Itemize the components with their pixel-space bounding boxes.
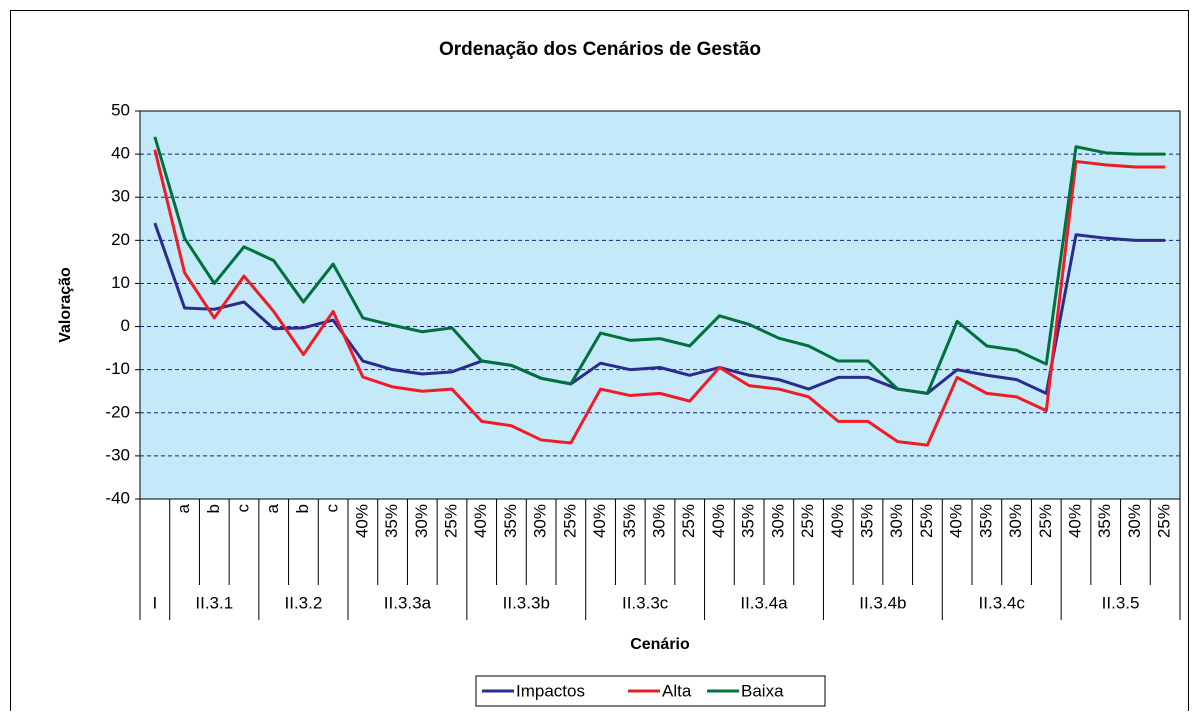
legend-label: Baixa [741,681,784,700]
group-label: II.3.4c [979,593,1026,612]
x-tick-label: 30% [412,504,431,538]
chart-title: Ordenação dos Cenários de Gestão [439,39,761,60]
y-tick-label: -30 [105,445,130,464]
x-tick-label: b [204,504,223,513]
x-tick-label: 40% [352,504,371,538]
x-axis-label: Cenário [630,636,690,653]
x-tick-label: 30% [1006,504,1025,538]
x-tick-label: 25% [441,504,460,538]
x-tick-label: b [293,504,312,513]
y-tick-label: -10 [105,359,130,378]
series-line [153,222,1166,395]
series-line [153,136,1166,395]
x-tick-label: 25% [560,504,579,538]
group-label: II.3.3c [622,593,669,612]
x-tick-label: a [263,503,282,513]
y-tick-label: -20 [105,402,130,421]
x-tick-label: 30% [649,504,668,538]
group-label: II.3.1 [195,593,233,612]
legend-label: Alta [662,681,692,700]
group-label: II.3.2 [285,593,323,612]
group-label: I [152,593,157,612]
y-tick-label: 40 [111,144,130,163]
x-tick-label: 35% [501,504,520,538]
plot-area [139,110,1181,500]
x-tick-label: 30% [1125,504,1144,538]
x-tick-label: 35% [739,504,758,538]
x-tick-label: 25% [1036,504,1055,538]
x-tick-label: 35% [382,504,401,538]
x-tick-label: 35% [857,504,876,538]
x-tick-label: 30% [887,504,906,538]
x-tick-label: 40% [590,504,609,538]
x-tick-label: 30% [531,504,550,538]
group-label: II.3.4a [740,593,788,612]
x-tick-label: 35% [1095,504,1114,538]
x-tick-label: 30% [768,504,787,538]
x-tick-label: 25% [1155,504,1174,538]
x-tick-label: 40% [709,504,728,538]
group-label: II.3.5 [1102,593,1140,612]
series-line [153,149,1166,447]
x-tick-label: 35% [620,504,639,538]
x-tick-label: 25% [798,504,817,538]
group-label: II.3.4b [859,593,906,612]
y-tick-label: 50 [111,100,130,119]
y-tick-label: 0 [121,316,130,335]
y-tick-label: 20 [111,230,130,249]
x-tick-label: 40% [471,504,490,538]
y-axis-label: Valoração [57,267,74,343]
x-tick-label: 40% [1065,504,1084,538]
x-tick-label: 25% [917,504,936,538]
x-tick-label: c [233,504,252,513]
x-tick-label: 40% [828,504,847,538]
legend-label: Impactos [516,681,585,700]
x-tick-label: 40% [947,504,966,538]
y-tick-label: 10 [111,273,130,292]
group-label: II.3.3a [384,593,432,612]
x-tick-label: a [174,503,193,513]
x-tick-label: 35% [976,504,995,538]
y-tick-label: -40 [105,488,130,507]
y-tick-label: 30 [111,187,130,206]
x-tick-label: 25% [679,504,698,538]
x-tick-label: c [323,504,342,513]
group-label: II.3.3b [503,593,550,612]
